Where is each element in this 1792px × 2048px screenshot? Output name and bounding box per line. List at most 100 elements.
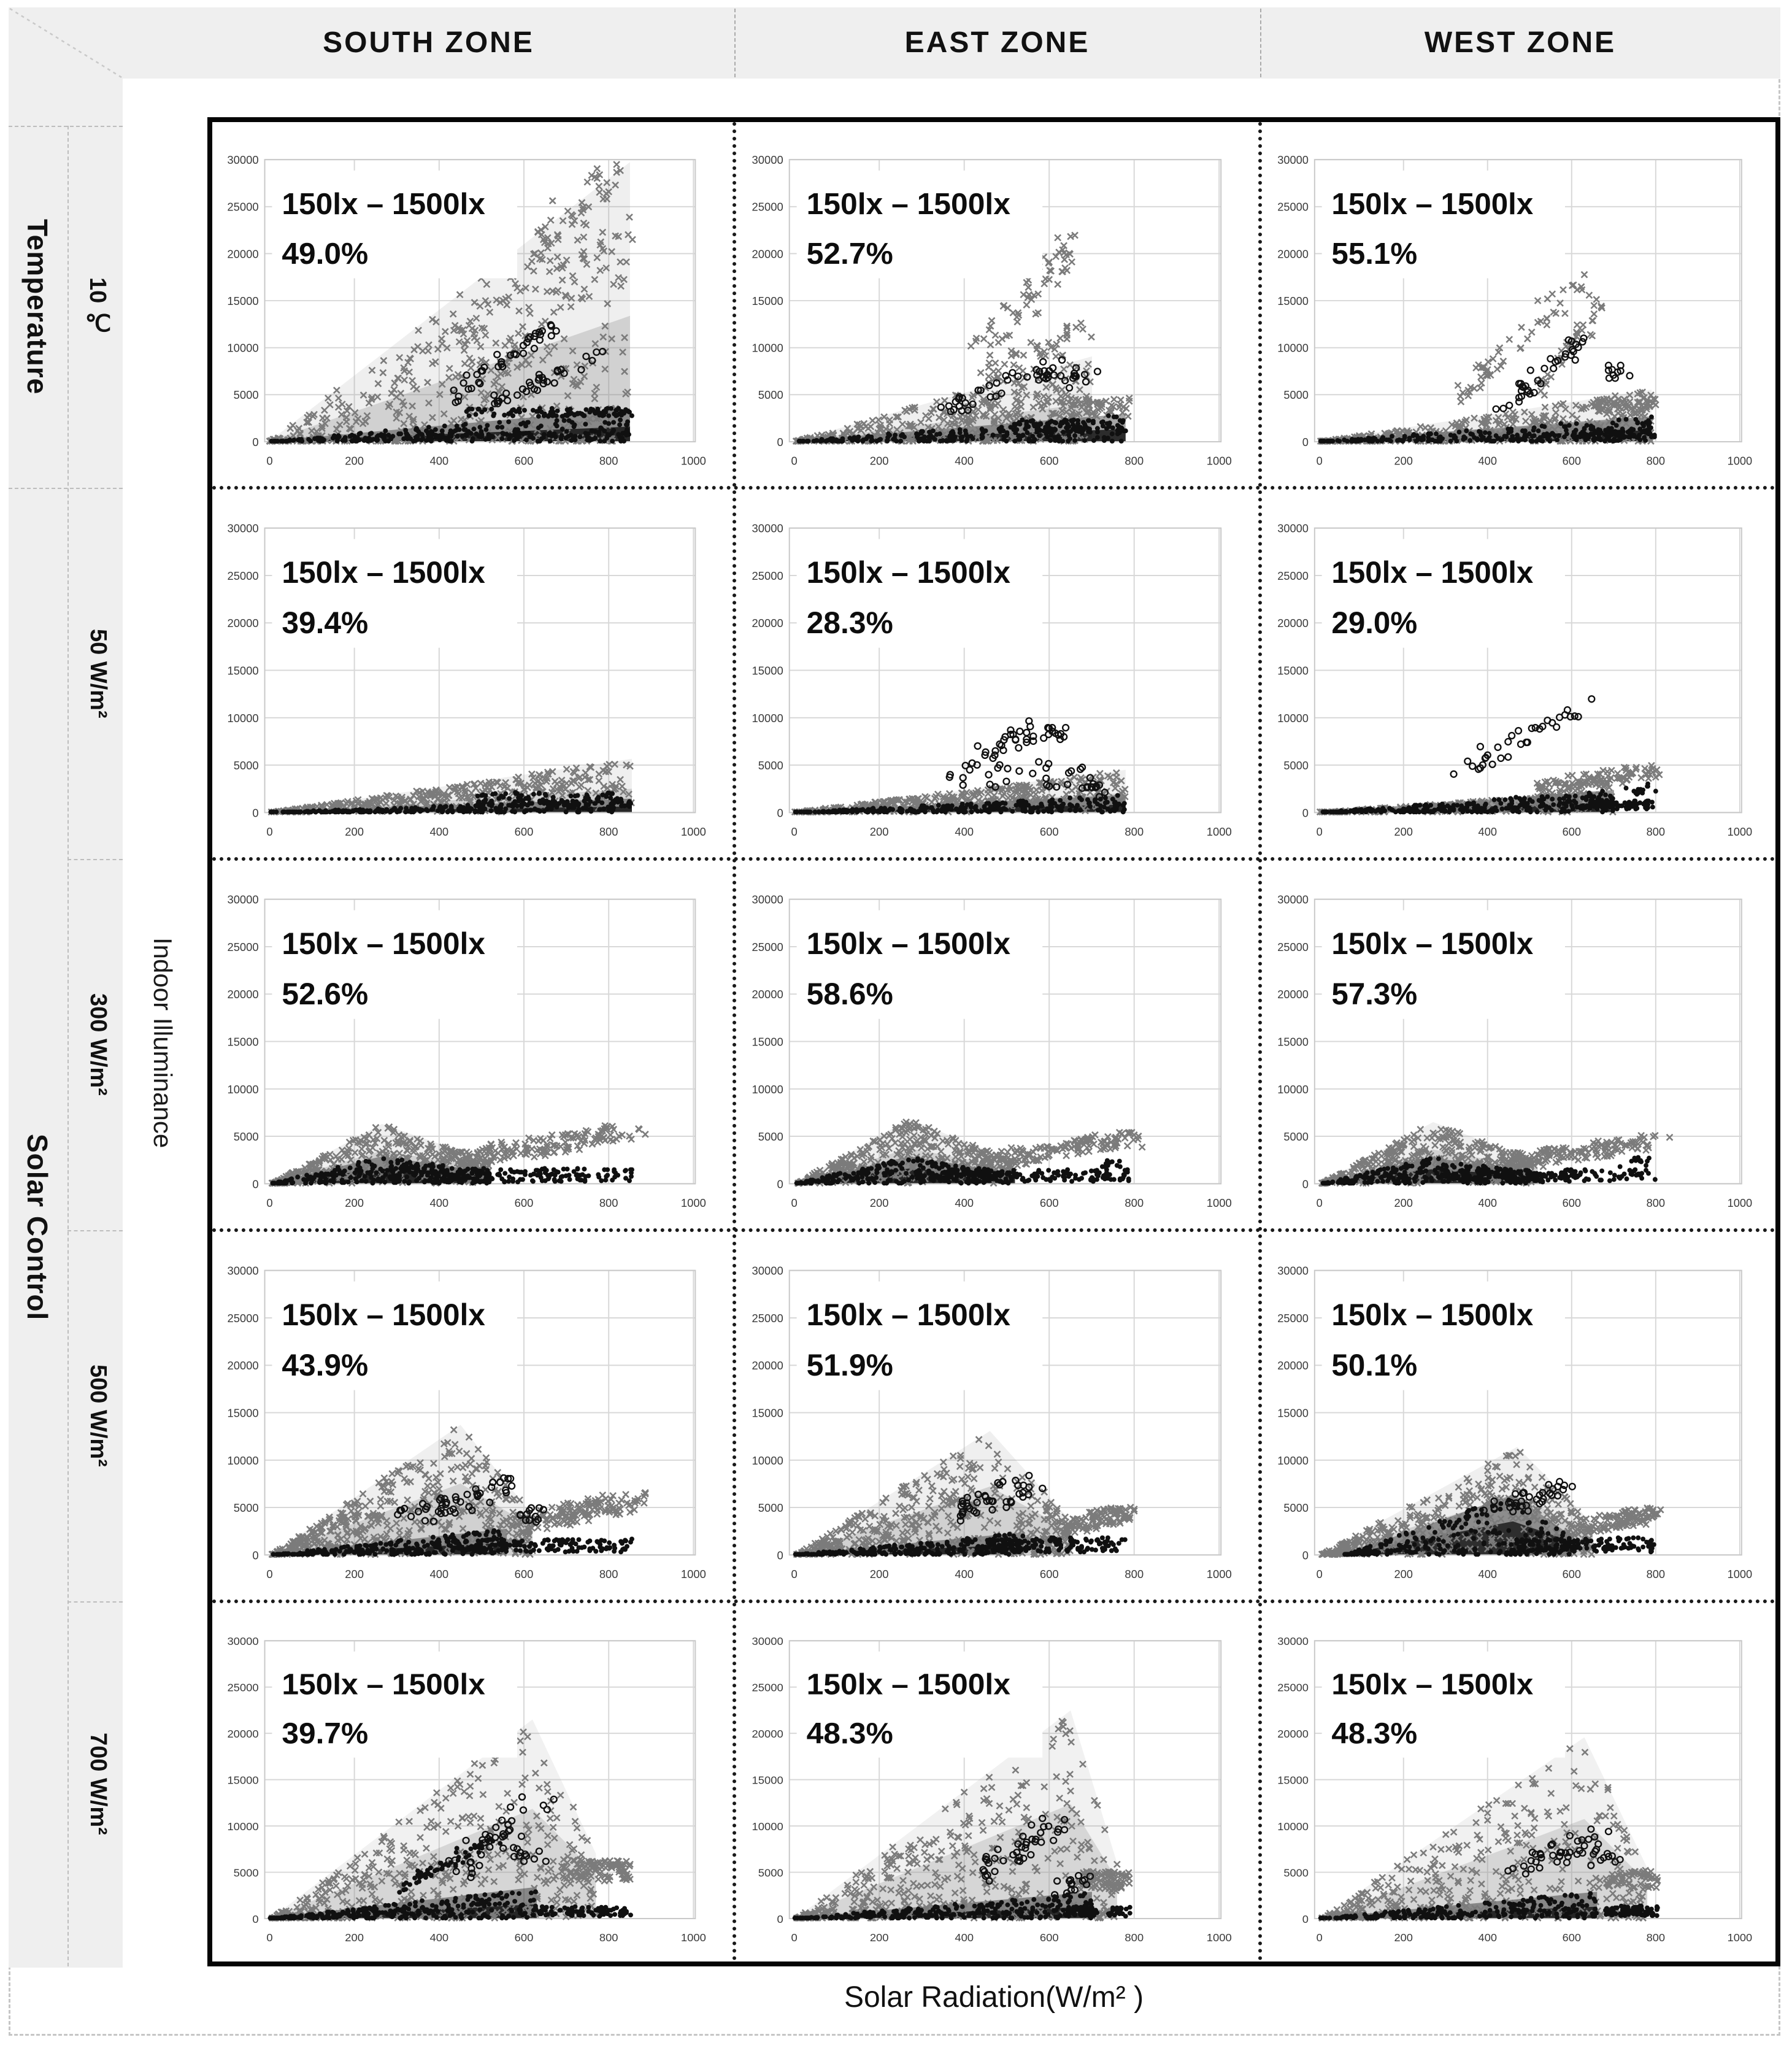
svg-text:30000: 30000 xyxy=(752,1265,783,1277)
svg-text:10000: 10000 xyxy=(1277,712,1309,725)
open-circle-points xyxy=(956,1471,1047,1525)
grid-row-divider xyxy=(212,857,1775,861)
grid-col-divider xyxy=(733,122,736,1961)
svg-text:200: 200 xyxy=(1394,1931,1413,1944)
svg-text:10000: 10000 xyxy=(1277,342,1309,355)
annotation-box xyxy=(796,910,1043,1019)
label-column-divider xyxy=(67,126,69,1966)
svg-text:200: 200 xyxy=(870,455,889,468)
svg-text:0: 0 xyxy=(252,806,258,819)
svg-text:0: 0 xyxy=(791,1196,798,1209)
svg-text:0: 0 xyxy=(266,1931,272,1944)
svg-text:15000: 15000 xyxy=(1277,1035,1309,1048)
svg-text:5000: 5000 xyxy=(234,1867,259,1879)
svg-text:25000: 25000 xyxy=(1277,941,1309,953)
svg-text:0: 0 xyxy=(791,825,798,838)
svg-text:0: 0 xyxy=(777,1549,783,1561)
svg-text:10000: 10000 xyxy=(1277,1454,1309,1467)
annotation-box xyxy=(1321,1651,1565,1758)
svg-text:30000: 30000 xyxy=(1277,1265,1309,1277)
svg-text:30000: 30000 xyxy=(227,1265,258,1277)
svg-text:10000: 10000 xyxy=(752,1820,783,1833)
scatter-plot-east-r1: 30000 25000 20000 15000 10000 5000 00 200 400 600… xyxy=(752,153,1232,468)
svg-text:0: 0 xyxy=(1317,1931,1323,1944)
annotation-box xyxy=(1321,539,1565,648)
svg-text:0: 0 xyxy=(1317,454,1323,467)
svg-text:600: 600 xyxy=(1040,1196,1059,1209)
annotation-percentage: 39.4% xyxy=(282,606,368,640)
svg-text:15000: 15000 xyxy=(752,1774,783,1787)
svg-text:5000: 5000 xyxy=(1283,1866,1309,1879)
svg-text:10000: 10000 xyxy=(227,1820,258,1833)
svg-text:10000: 10000 xyxy=(752,712,783,725)
scatter-plot-east-r5: 30000 25000 20000 15000 10000 5000 00 200 400 600… xyxy=(752,1635,1232,1944)
annotation-range: 150lx – 1500lx xyxy=(807,1668,1010,1701)
svg-text:25000: 25000 xyxy=(1277,1682,1309,1694)
svg-text:25000: 25000 xyxy=(1277,1312,1309,1325)
svg-text:600: 600 xyxy=(1040,1568,1059,1580)
svg-text:15000: 15000 xyxy=(1277,1774,1309,1787)
annotation-range: 150lx – 1500lx xyxy=(1331,187,1533,221)
svg-text:800: 800 xyxy=(599,825,618,838)
annotation-percentage: 29.0% xyxy=(1331,606,1417,640)
annotation-percentage: 50.1% xyxy=(1331,1349,1417,1382)
zone-header-east: EAST ZONE xyxy=(904,26,1090,59)
condition-label-500wm2: 500 W/m² xyxy=(85,1365,111,1467)
svg-text:30000: 30000 xyxy=(227,153,258,166)
label-row-divider xyxy=(9,488,123,489)
svg-text:0: 0 xyxy=(1317,1568,1323,1580)
svg-text:30000: 30000 xyxy=(752,522,783,535)
svg-text:15000: 15000 xyxy=(227,664,258,677)
filled-circle-points xyxy=(796,413,1128,444)
svg-text:25000: 25000 xyxy=(1277,201,1309,214)
annotation-percentage: 48.3% xyxy=(1331,1717,1417,1750)
svg-text:200: 200 xyxy=(1394,454,1413,467)
zone-header-west: WEST ZONE xyxy=(1424,26,1617,59)
scatter-plot-west-r4: 30000 25000 20000 15000 10000 5000 00 200 400 600… xyxy=(1277,1265,1752,1581)
svg-text:10000: 10000 xyxy=(227,342,258,355)
svg-text:20000: 20000 xyxy=(752,617,783,629)
svg-text:0: 0 xyxy=(1302,436,1309,448)
svg-text:200: 200 xyxy=(870,1196,889,1209)
svg-text:1000: 1000 xyxy=(1207,1196,1232,1209)
svg-text:5000: 5000 xyxy=(758,759,783,772)
svg-text:20000: 20000 xyxy=(1277,1359,1309,1372)
annotation-range: 150lx – 1500lx xyxy=(282,187,485,221)
scatter-plot-west-r3: 30000 25000 20000 15000 10000 5000 00 200 400 600… xyxy=(1277,893,1752,1210)
svg-text:0: 0 xyxy=(1317,1196,1323,1209)
condition-label-50wm2: 50 W/m² xyxy=(85,628,111,718)
filled-circle-points xyxy=(267,1836,633,1920)
annotation-percentage: 58.6% xyxy=(807,977,893,1011)
annotation-range: 150lx – 1500lx xyxy=(282,1668,485,1701)
svg-text:800: 800 xyxy=(599,1568,618,1580)
open-circle-points xyxy=(1504,1825,1624,1878)
svg-text:0: 0 xyxy=(791,455,798,468)
open-circle-points xyxy=(937,356,1102,415)
scatter-plot-south-r4: 30000 25000 20000 15000 10000 5000 00 200 400 600… xyxy=(227,1265,706,1581)
svg-text:0: 0 xyxy=(777,806,783,819)
svg-text:800: 800 xyxy=(1647,454,1665,467)
svg-text:800: 800 xyxy=(1647,1931,1665,1944)
svg-text:800: 800 xyxy=(1647,825,1665,838)
svg-text:1000: 1000 xyxy=(1207,825,1232,838)
svg-text:600: 600 xyxy=(515,825,534,838)
svg-text:30000: 30000 xyxy=(1277,893,1309,906)
svg-text:5000: 5000 xyxy=(234,1130,259,1143)
svg-text:600: 600 xyxy=(1563,454,1581,467)
annotation-box xyxy=(272,170,518,279)
svg-text:25000: 25000 xyxy=(1277,569,1309,582)
svg-text:25000: 25000 xyxy=(227,1682,258,1694)
filled-circle-points xyxy=(793,1531,1128,1557)
svg-text:5000: 5000 xyxy=(234,388,259,401)
open-circle-points xyxy=(945,717,1109,801)
annotation-range: 150lx – 1500lx xyxy=(1331,927,1533,961)
filled-circle-points xyxy=(792,1891,1132,1920)
annotation-box xyxy=(796,539,1043,648)
svg-text:0: 0 xyxy=(791,1931,798,1944)
svg-text:1000: 1000 xyxy=(1728,825,1753,838)
header-divider xyxy=(1260,9,1261,77)
svg-text:25000: 25000 xyxy=(752,941,783,953)
open-circle-points xyxy=(1492,334,1634,413)
svg-text:0: 0 xyxy=(266,455,272,468)
